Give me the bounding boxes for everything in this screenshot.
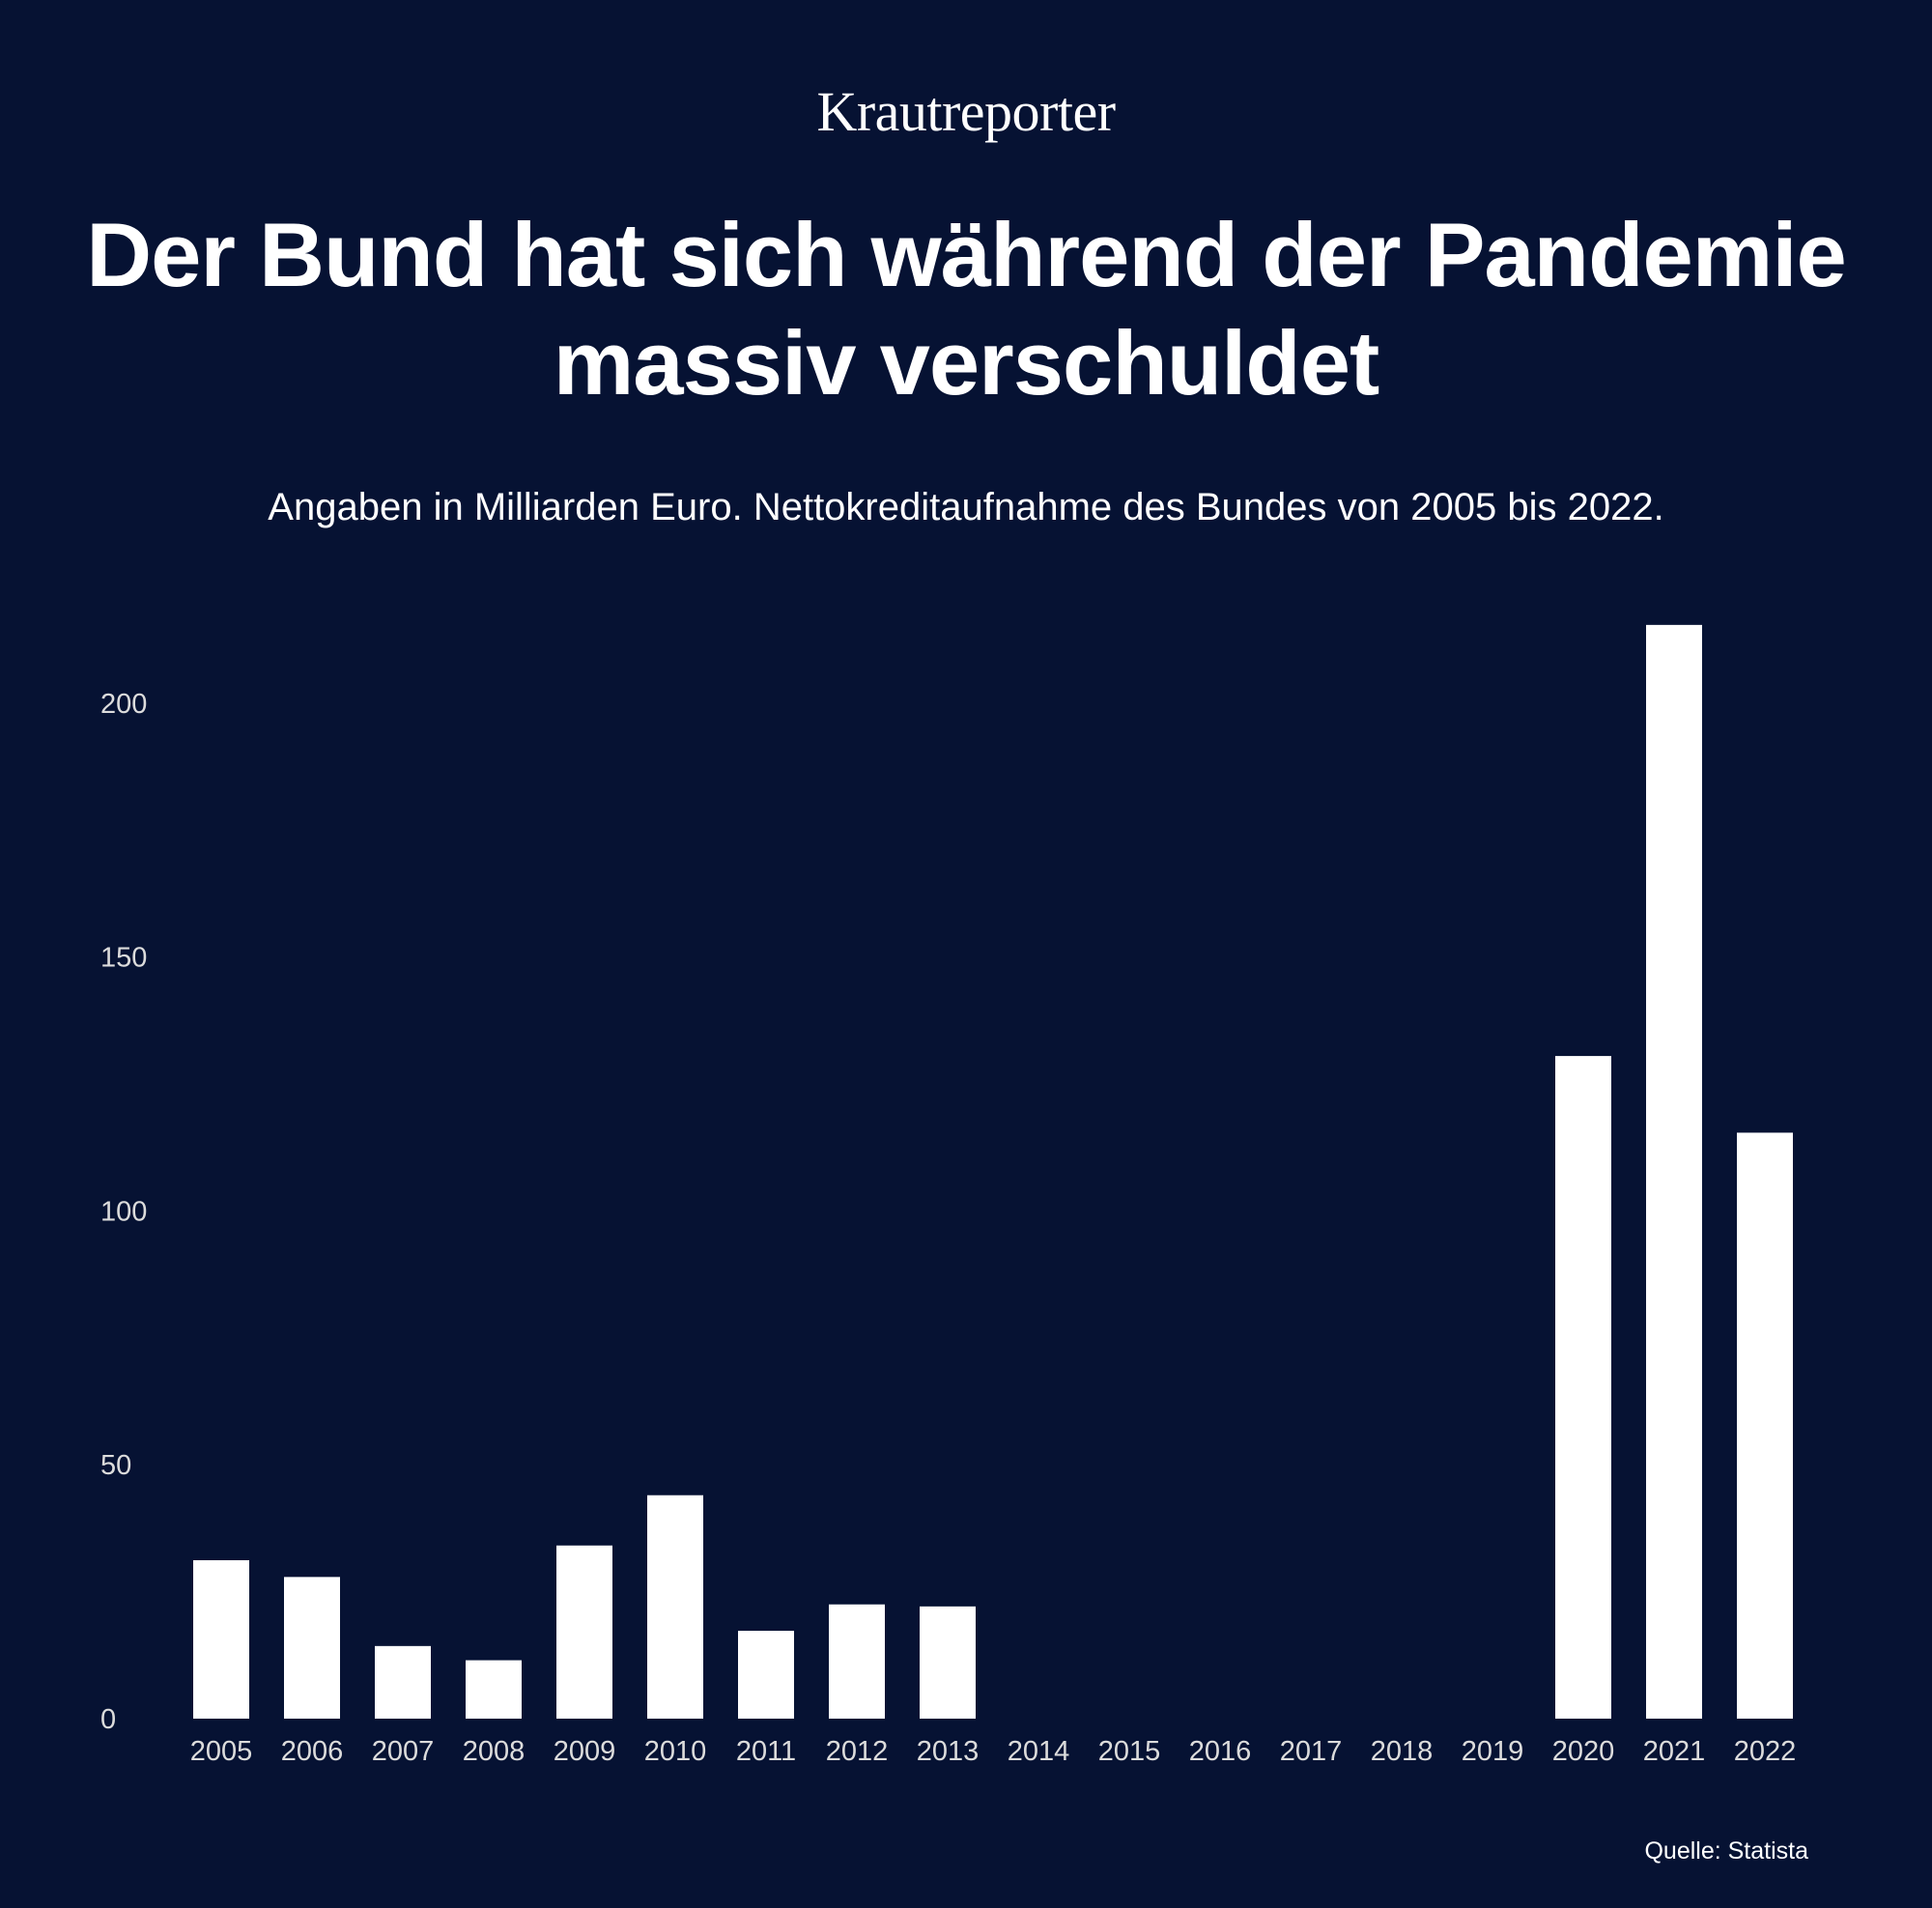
x-tick-label: 2021 (1643, 1736, 1706, 1767)
bar-2010 (647, 1495, 703, 1719)
x-tick-label: 2007 (372, 1736, 435, 1767)
bar-2008 (466, 1660, 522, 1719)
x-tick-label: 2009 (554, 1736, 616, 1767)
x-tick-label: 2014 (1008, 1736, 1070, 1767)
y-axis-ticks: 0 50 100 150 200 (100, 689, 147, 1735)
x-tick-label: 2018 (1371, 1736, 1434, 1767)
x-tick-label: 2013 (917, 1736, 980, 1767)
bar-2012 (829, 1604, 885, 1719)
y-tick-label: 200 (100, 689, 147, 720)
x-tick-label: 2015 (1098, 1736, 1161, 1767)
bar-2021 (1646, 624, 1702, 1719)
x-tick-label: 2020 (1552, 1736, 1615, 1767)
brand-logo: Krautreporter (816, 80, 1116, 143)
bar-2013 (920, 1606, 976, 1719)
y-tick-label: 0 (100, 1704, 116, 1735)
x-tick-label: 2006 (281, 1736, 344, 1767)
y-tick-label: 50 (100, 1450, 131, 1481)
bar-2007 (375, 1645, 431, 1719)
y-tick-label: 150 (100, 943, 147, 974)
bar-2011 (738, 1631, 794, 1719)
bar-2022 (1737, 1132, 1793, 1719)
x-tick-label: 2010 (644, 1736, 707, 1767)
bar-2005 (193, 1560, 249, 1719)
bars (193, 624, 1793, 1719)
source-note: Quelle: Statista (1644, 1837, 1808, 1865)
bar-2006 (284, 1577, 340, 1719)
x-axis-ticks: 2005 2006 2007 2008 2009 2010 2011 2012 2013 2014… (190, 1736, 1797, 1767)
x-tick-label: 2011 (736, 1736, 796, 1767)
y-tick-label: 100 (100, 1196, 147, 1227)
x-tick-label: 2008 (463, 1736, 526, 1767)
x-tick-label: 2022 (1734, 1736, 1797, 1767)
x-tick-label: 2012 (826, 1736, 889, 1767)
bar-2009 (556, 1545, 612, 1719)
x-tick-label: 2005 (190, 1736, 253, 1767)
chart-title: Der Bund hat sich während der Pandemie m… (86, 204, 1847, 413)
x-tick-label: 2016 (1189, 1736, 1252, 1767)
x-tick-label: 2019 (1462, 1736, 1524, 1767)
chart-subtitle: Angaben in Milliarden Euro. Nettokredita… (268, 486, 1664, 528)
bar-2020 (1555, 1056, 1611, 1719)
x-tick-label: 2017 (1280, 1736, 1343, 1767)
